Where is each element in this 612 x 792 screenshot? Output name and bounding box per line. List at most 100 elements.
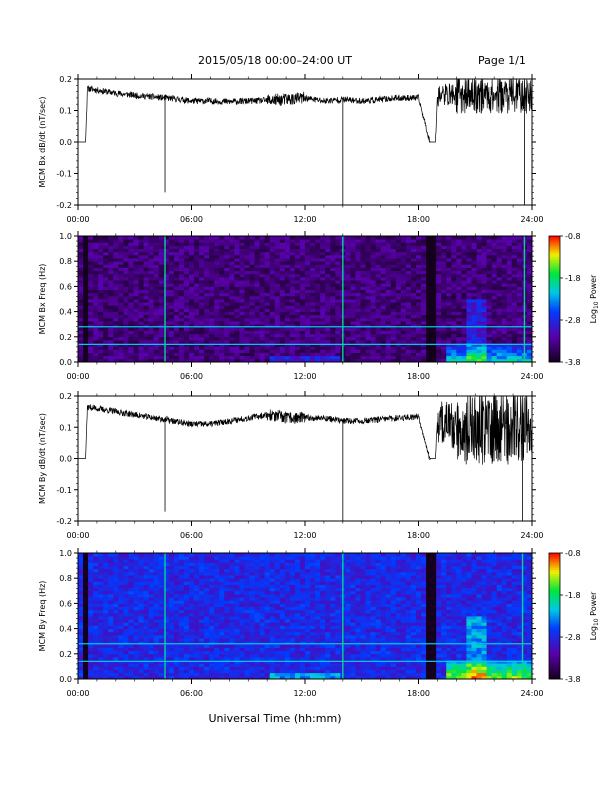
by-colorbar: -0.8 -1.8 -2.8 -3.8 Log10 Power — [548, 549, 600, 684]
colorbar-cell — [549, 630, 560, 634]
colorbar-cell — [549, 603, 560, 606]
plot-frame — [77, 78, 533, 206]
colorbar-cell — [549, 328, 560, 331]
colorbar-tick-label: -0.8 — [565, 232, 581, 241]
y-tick-label: 0.2 — [59, 650, 72, 659]
colorbar-cell — [549, 676, 560, 680]
colorbar-cell — [549, 336, 560, 340]
y-tick-label: 0.2 — [59, 392, 72, 401]
colorbar-tick-label: -3.8 — [565, 675, 581, 684]
colorbar-cell — [549, 359, 560, 363]
colorbar-label: Log10 Power — [589, 274, 600, 323]
y-tick-label: 0.4 — [59, 625, 72, 634]
colorbar-cell — [549, 647, 560, 650]
colorbar-cell — [549, 637, 560, 640]
colorbar-cell — [549, 330, 560, 333]
y-tick-label: 0.4 — [59, 308, 72, 317]
colorbar-frame — [548, 235, 561, 363]
colorbar-cell — [549, 634, 560, 638]
data-trace — [78, 78, 533, 143]
y-tick-label: -0.2 — [56, 201, 72, 210]
colorbar-cell — [549, 269, 560, 273]
colorbar-cell — [549, 588, 560, 592]
x-tick-label: 24:00 — [520, 531, 543, 540]
x-tick-label: 06:00 — [180, 689, 203, 698]
x-tick-label: 06:00 — [180, 215, 203, 224]
x-tick-label: 24:00 — [520, 689, 543, 698]
colorbar-cell — [549, 292, 560, 296]
y-axis-label: MCM By Freq (Hz) — [38, 581, 47, 652]
data-trace — [78, 395, 533, 465]
x-tick-label: 12:00 — [293, 689, 316, 698]
colorbar-cell — [549, 563, 560, 566]
colorbar-cell — [549, 586, 560, 590]
colorbar-cell — [549, 595, 560, 598]
colorbar-tick-label: -0.8 — [565, 549, 581, 558]
colorbar-cell — [549, 341, 560, 344]
y-axis-label: MCM By dB/dt (nT/sec) — [38, 413, 47, 504]
x-tick-label: 12:00 — [293, 215, 316, 224]
colorbar-cell — [549, 263, 560, 266]
by-dbdt-panel: 0.2 0.1 0.0 -0.1 -0.2 00:00 06:00 12:00 18:00 24:… — [38, 391, 544, 540]
colorbar-cell — [549, 252, 560, 256]
colorbar-cell — [549, 649, 560, 653]
colorbar-cell — [549, 261, 560, 264]
colorbar-cell — [549, 662, 560, 665]
y-tick-label: 0.2 — [59, 333, 72, 342]
x-tick-label: 00:00 — [66, 372, 89, 381]
colorbar-cell — [549, 592, 560, 596]
x-tick-label: 12:00 — [293, 531, 316, 540]
colorbar-cell — [549, 275, 560, 279]
y-tick-label: 0.1 — [59, 423, 72, 432]
colorbar-cell — [549, 265, 560, 268]
colorbar-cell — [549, 324, 560, 327]
colorbar-cell — [549, 244, 560, 247]
colorbar-tick-label: -1.8 — [565, 274, 581, 283]
colorbar-cell — [549, 347, 560, 350]
x-tick-label: 24:00 — [520, 215, 543, 224]
y-tick-label: 0.6 — [59, 599, 72, 608]
colorbar-cell — [549, 296, 560, 300]
y-tick-label: 0.8 — [59, 574, 72, 583]
y-tick-label: -0.1 — [56, 486, 72, 495]
colorbar-cell — [549, 574, 560, 577]
figure-title: 2015/05/18 00:00–24:00 UT — [198, 54, 352, 67]
colorbar-cell — [549, 271, 560, 275]
plot-frame — [77, 552, 533, 680]
x-tick-label: 00:00 — [66, 689, 89, 698]
colorbar-cell — [549, 578, 560, 581]
by-spectrogram-panel: 1.0 0.8 0.6 0.4 0.2 0.0 00:00 06:00 12:00 18:00 24… — [38, 548, 544, 698]
y-tick-label: 0.2 — [59, 75, 72, 84]
colorbar-cell — [549, 248, 560, 252]
colorbar-cell — [549, 257, 560, 260]
colorbar-cell — [549, 641, 560, 644]
colorbar-tick-label: -2.8 — [565, 316, 581, 325]
colorbar-cell — [549, 242, 560, 245]
y-tick-label: 0.6 — [59, 282, 72, 291]
colorbar-cell — [549, 311, 560, 315]
colorbar-cell — [549, 240, 560, 243]
colorbar-cell — [549, 674, 560, 678]
colorbar-cell — [549, 670, 560, 674]
x-tick-label: 18:00 — [407, 531, 430, 540]
colorbar-cell — [549, 315, 560, 319]
colorbar-cell — [549, 250, 560, 254]
x-tick-label: 18:00 — [407, 689, 430, 698]
x-tick-label: 18:00 — [407, 215, 430, 224]
colorbar-cell — [549, 624, 560, 627]
colorbar-cell — [549, 597, 560, 600]
x-tick-label: 06:00 — [180, 531, 203, 540]
colorbar-cell — [549, 273, 560, 277]
colorbar-cell — [549, 307, 560, 310]
colorbar-cell — [549, 357, 560, 361]
colorbar-cell — [549, 309, 560, 312]
colorbar-cell — [549, 294, 560, 298]
colorbar-cell — [549, 632, 560, 636]
colorbar-cell — [549, 655, 560, 659]
x-axis-title: Universal Time (hh:mm) — [209, 712, 342, 725]
page-indicator: Page 1/1 — [478, 54, 526, 67]
colorbar-cell — [549, 246, 560, 249]
x-tick-label: 12:00 — [293, 372, 316, 381]
bx-dbdt-panel: 0.2 0.1 0.0 -0.1 -0.2 00:00 06:00 12:00 18:00 24:… — [38, 74, 544, 224]
